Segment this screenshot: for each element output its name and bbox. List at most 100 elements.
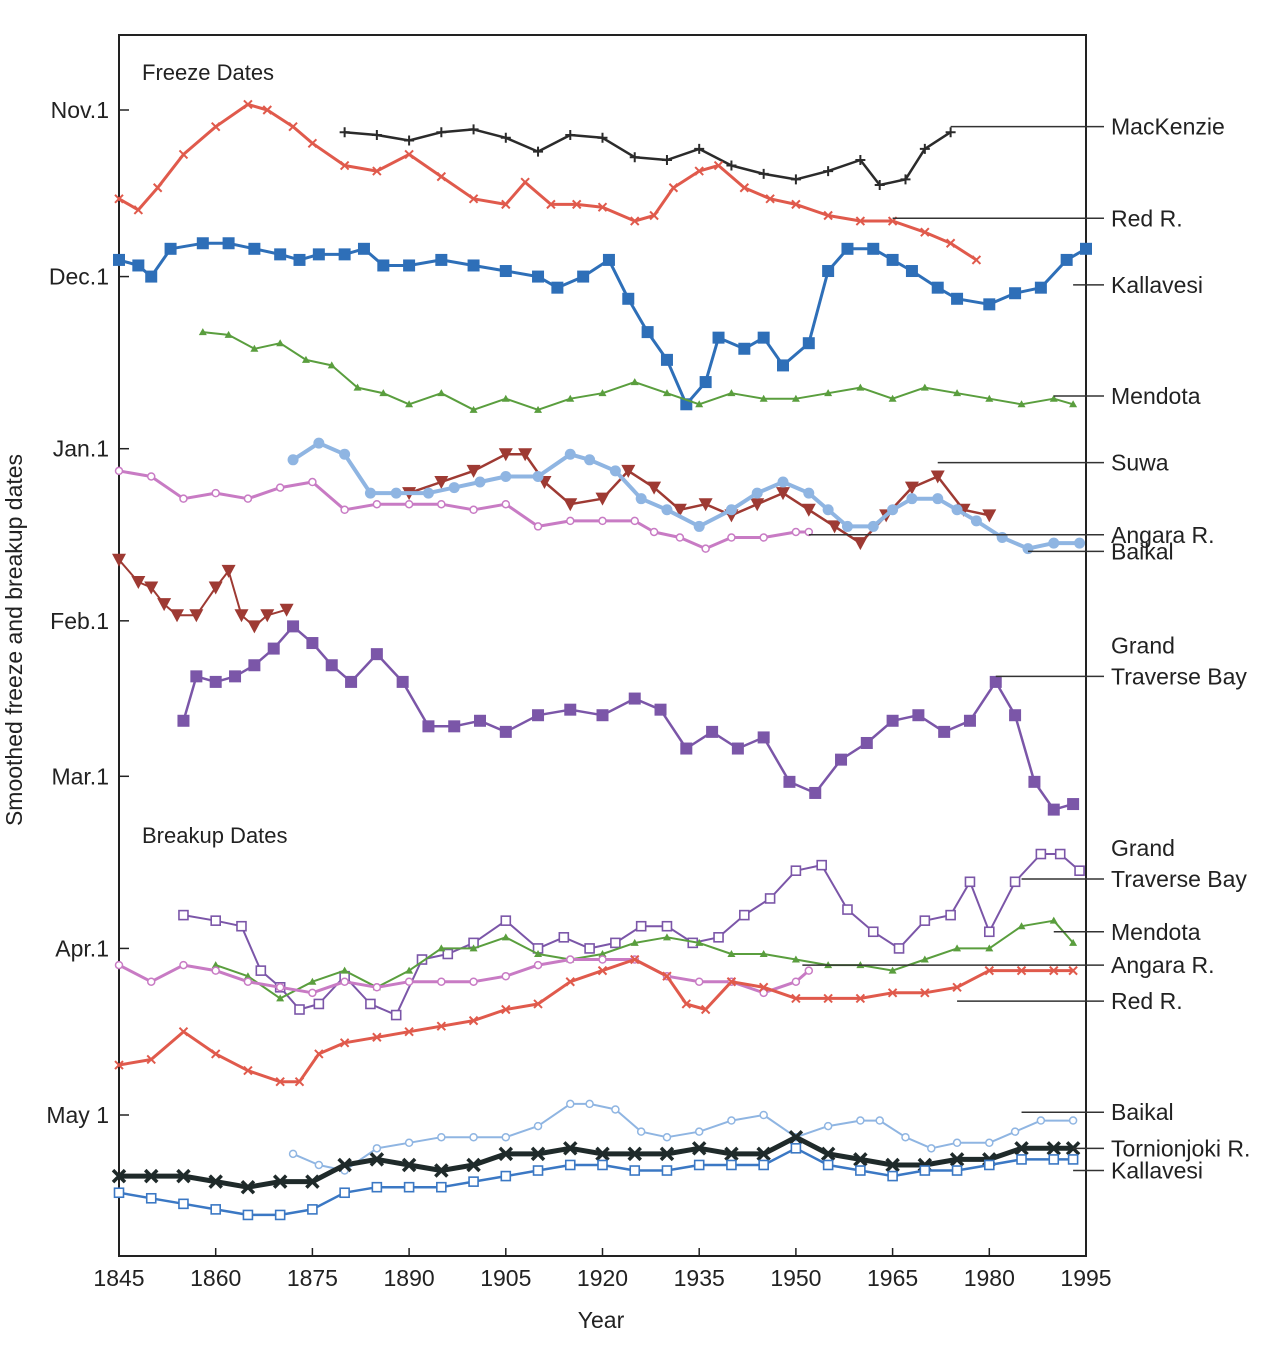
point-breakup-grand-traverse-bay-9-18 (635, 920, 647, 932)
point-freeze-red-r-1-10 (372, 166, 382, 176)
point-freeze-kallavesi-2-28 (757, 331, 770, 344)
point-freeze-red-r-1-6 (262, 105, 272, 115)
series-freeze-suwa-early-record-7 (112, 553, 294, 634)
series-line-breakup-baikal-13 (292, 1102, 1075, 1172)
point-freeze-suwa-4-8 (621, 464, 636, 478)
y-tick-label-may-1: May 1 (46, 1102, 109, 1128)
point-freeze-mendota-3-22 (856, 383, 865, 391)
point-freeze-grand-traverse-bay-8-18 (596, 709, 609, 722)
point-freeze-baikal-6-8 (500, 470, 512, 482)
point-breakup-grand-traverse-bay-9-16 (584, 943, 595, 954)
point-breakup-kallavesi-15-11 (468, 1176, 479, 1187)
point-breakup-tornionjoki-r-14-26 (949, 1152, 965, 1167)
label-freeze-red-r-1-0: Red R. (1111, 205, 1183, 231)
label-breakup-angara-r-11-0: Angara R. (1111, 952, 1215, 978)
point-freeze-mackenzie-0-1 (371, 129, 382, 140)
point-freeze-red-r-1-8 (307, 138, 318, 149)
point-breakup-baikal-13-16 (759, 1110, 768, 1120)
point-freeze-red-r-1-17 (572, 199, 582, 210)
point-freeze-red-r-1-16 (546, 199, 556, 210)
point-breakup-angara-r-11-11 (469, 977, 478, 986)
point-freeze-suwa-early-record-7-8 (234, 609, 249, 623)
point-freeze-angara-r-5-9 (404, 499, 414, 509)
point-breakup-kallavesi-15-22 (822, 1159, 834, 1171)
point-freeze-baikal-6-15 (693, 520, 705, 532)
point-breakup-angara-r-11-3 (211, 966, 220, 975)
point-breakup-mendota-10-9 (501, 933, 510, 941)
point-freeze-suwa-4-7 (595, 492, 610, 506)
point-breakup-grand-traverse-bay-9-0 (178, 909, 189, 921)
point-freeze-kallavesi-2-39 (1009, 287, 1022, 300)
point-freeze-mendota-3-7 (379, 389, 388, 397)
label-breakup-grand-traverse-bay-9-1: Traverse Bay (1111, 866, 1247, 892)
point-breakup-tornionjoki-r-14-4 (240, 1179, 256, 1195)
series-line-breakup-mendota-10 (214, 919, 1075, 1000)
point-freeze-kallavesi-2-1 (132, 259, 145, 272)
point-breakup-tornionjoki-r-14-23 (853, 1152, 868, 1167)
point-freeze-grand-traverse-bay-8-3 (229, 670, 242, 683)
point-breakup-grand-traverse-bay-9-1 (210, 915, 221, 926)
point-breakup-red-r-12-14 (533, 999, 543, 1009)
point-freeze-red-r-1-23 (713, 160, 724, 171)
point-freeze-grand-traverse-bay-8-28 (860, 736, 873, 749)
point-freeze-red-r-1-20 (649, 210, 659, 221)
point-freeze-angara-r-5-20 (727, 533, 736, 542)
point-breakup-tornionjoki-r-14-18 (691, 1141, 707, 1156)
x-tick-label-1890: 1890 (384, 1265, 435, 1291)
point-breakup-kallavesi-15-29 (1048, 1154, 1060, 1165)
label-freeze-angara-r-5-0: Angara R. (1111, 522, 1215, 548)
point-freeze-kallavesi-2-5 (222, 237, 235, 250)
x-tick-label-1965: 1965 (867, 1265, 918, 1291)
point-freeze-baikal-6-16 (725, 504, 737, 516)
point-breakup-mendota-10-10 (534, 949, 543, 957)
point-freeze-mendota-3-6 (353, 383, 362, 391)
point-freeze-grand-traverse-bay-8-7 (306, 637, 319, 650)
point-breakup-mendota-10-17 (759, 949, 768, 957)
point-breakup-red-r-12-25 (855, 993, 866, 1004)
point-freeze-suwa-early-record-7-11 (279, 603, 294, 617)
point-freeze-suwa-4-9 (647, 481, 662, 495)
point-freeze-grand-traverse-bay-8-27 (835, 753, 848, 766)
point-freeze-grand-traverse-bay-8-24 (757, 731, 770, 744)
point-breakup-grand-traverse-bay-9-29 (919, 915, 931, 926)
freeze-dates-annotation: Freeze Dates (142, 60, 274, 85)
series-breakup-grand-traverse-bay-9 (178, 848, 1085, 1021)
point-breakup-kallavesi-15-20 (758, 1159, 769, 1171)
point-breakup-angara-r-11-18 (694, 977, 704, 986)
point-freeze-mackenzie-0-14 (790, 174, 801, 185)
series-breakup-red-r-12 (114, 954, 1078, 1087)
point-freeze-grand-traverse-bay-8-11 (396, 675, 409, 688)
point-breakup-kallavesi-15-23 (855, 1165, 866, 1176)
point-breakup-kallavesi-15-10 (436, 1181, 447, 1193)
point-breakup-tornionjoki-r-14-22 (820, 1146, 836, 1162)
series-line-breakup-angara-r-11 (117, 958, 811, 995)
point-freeze-baikal-6-5 (422, 487, 434, 499)
point-freeze-kallavesi-2-37 (951, 292, 964, 305)
point-freeze-baikal-6-10 (564, 448, 576, 460)
point-freeze-grand-traverse-bay-8-31 (938, 725, 951, 738)
point-freeze-kallavesi-2-35 (905, 265, 918, 278)
point-breakup-baikal-13-6 (469, 1132, 478, 1142)
point-freeze-baikal-6-29 (1022, 543, 1034, 555)
point-freeze-kallavesi-2-21 (622, 292, 635, 305)
point-breakup-angara-r-11-10 (437, 977, 446, 986)
point-freeze-grand-traverse-bay-8-19 (628, 692, 641, 705)
point-freeze-grand-traverse-bay-8-32 (963, 714, 976, 727)
point-breakup-baikal-13-22 (927, 1144, 936, 1153)
series-freeze-baikal-6 (287, 437, 1086, 555)
point-breakup-angara-r-11-22 (804, 966, 814, 975)
point-freeze-kallavesi-2-26 (712, 331, 725, 344)
point-freeze-baikal-6-26 (951, 504, 963, 516)
point-breakup-mendota-10-12 (598, 949, 607, 957)
label-breakup-tornionjoki-r-14-0: Tornionjoki R. (1111, 1135, 1250, 1161)
point-freeze-kallavesi-2-9 (312, 248, 325, 261)
series-freeze-mackenzie-0 (339, 124, 956, 190)
point-breakup-tornionjoki-r-14-6 (305, 1174, 320, 1189)
point-breakup-mendota-10-22 (920, 955, 929, 963)
point-freeze-grand-traverse-bay-8-8 (325, 659, 338, 672)
point-freeze-mendota-3-12 (534, 405, 543, 413)
point-breakup-baikal-13-26 (1036, 1116, 1046, 1125)
point-freeze-mackenzie-0-10 (661, 154, 672, 165)
point-freeze-grand-traverse-bay-8-34 (1009, 709, 1022, 722)
point-freeze-suwa-4-6 (563, 498, 578, 512)
